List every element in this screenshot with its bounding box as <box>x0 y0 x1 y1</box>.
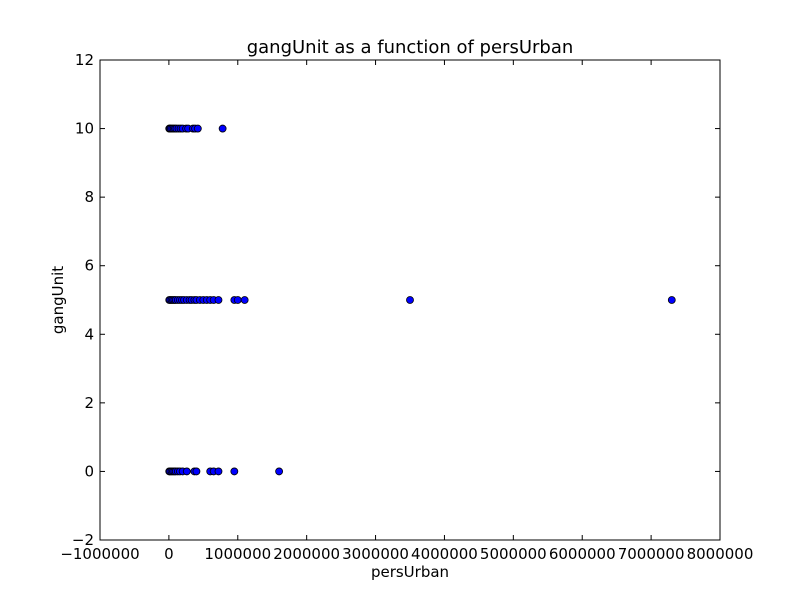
data-point <box>233 296 242 304</box>
data-point <box>182 467 191 476</box>
y-axis-ticks: −2 0 2 4 6 8 10 12 <box>72 51 720 549</box>
y-tick-label: 10 <box>75 120 94 138</box>
x-axis-ticks: −1000000 0 1000000 2000000 3000000 4000000 500… <box>60 60 753 563</box>
data-point <box>667 296 676 304</box>
data-point <box>275 467 284 476</box>
y-tick-label: 8 <box>84 188 94 206</box>
data-point <box>214 467 223 476</box>
data-point <box>230 467 239 476</box>
chart-title: gangUnit as a function of persUrban <box>247 37 574 58</box>
y-tick-label: 0 <box>84 462 94 480</box>
data-point <box>406 296 414 304</box>
x-tick-label: 8000000 <box>687 545 754 563</box>
y-tick-label: 2 <box>84 394 94 412</box>
y-axis-label: gangUnit <box>49 266 67 334</box>
data-points <box>165 124 676 476</box>
x-tick-label: −1000000 <box>60 545 139 563</box>
y-tick-label: 6 <box>84 257 94 275</box>
y-tick-label: 12 <box>75 51 94 69</box>
x-tick-label: 3000000 <box>342 545 409 563</box>
y-tick-label: 4 <box>84 325 94 343</box>
data-point <box>214 296 223 304</box>
x-tick-label: 1000000 <box>204 545 271 563</box>
data-point <box>218 124 227 133</box>
x-tick-label: 7000000 <box>618 545 685 563</box>
x-tick-label: 4000000 <box>411 545 478 563</box>
x-tick-label: 0 <box>164 545 174 563</box>
y-tick-label: −2 <box>72 531 94 549</box>
x-axis-label: persUrban <box>371 563 449 581</box>
x-tick-label: 2000000 <box>273 545 340 563</box>
x-tick-label: 5000000 <box>480 545 547 563</box>
x-tick-label: 6000000 <box>549 545 616 563</box>
data-point <box>192 467 201 476</box>
data-point <box>240 296 249 304</box>
plot-frame <box>99 59 721 541</box>
data-point <box>193 124 202 133</box>
